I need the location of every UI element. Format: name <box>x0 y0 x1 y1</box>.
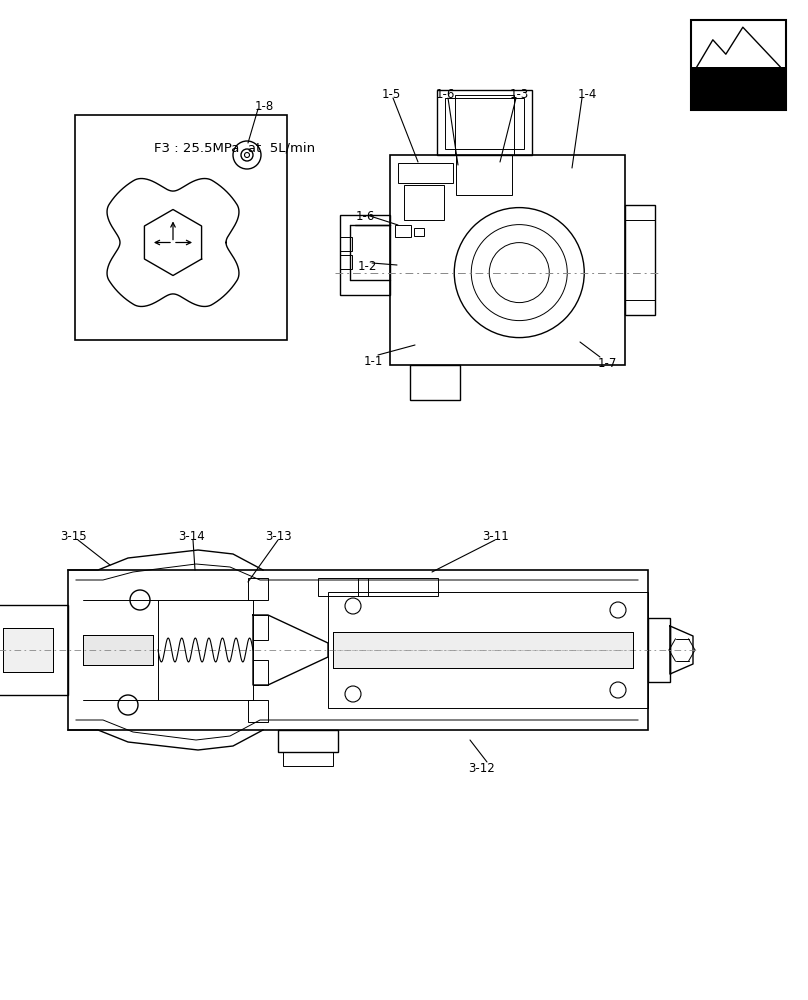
Bar <box>83 635 153 665</box>
Text: 1-4: 1-4 <box>578 88 597 101</box>
Bar <box>248 578 268 600</box>
Bar <box>283 752 333 766</box>
Text: 1-2: 1-2 <box>358 260 377 273</box>
Bar <box>436 90 532 155</box>
Bar <box>410 365 460 400</box>
Bar <box>691 20 786 110</box>
Bar <box>444 98 524 149</box>
Bar <box>3 628 53 672</box>
Bar <box>318 578 368 596</box>
Bar <box>333 632 633 668</box>
Bar <box>404 185 444 220</box>
Bar <box>398 163 453 183</box>
Bar <box>340 215 390 295</box>
Bar <box>83 635 153 665</box>
Bar <box>253 615 268 640</box>
Text: 3-15: 3-15 <box>60 530 86 543</box>
Bar <box>3 628 53 672</box>
Bar <box>328 592 648 708</box>
Bar <box>456 155 512 195</box>
Bar <box>68 570 648 730</box>
Bar <box>333 632 633 668</box>
Bar <box>691 67 786 110</box>
Bar <box>414 228 424 236</box>
Bar <box>340 255 352 269</box>
Text: 3-12: 3-12 <box>468 762 494 775</box>
Bar <box>358 578 438 596</box>
Bar <box>248 700 268 722</box>
Bar <box>625 205 655 315</box>
Bar <box>395 225 411 237</box>
Text: 1-3: 1-3 <box>510 88 529 101</box>
Bar <box>0 605 68 695</box>
Text: 1-1: 1-1 <box>364 355 383 368</box>
Bar <box>648 618 670 682</box>
Bar <box>390 155 625 365</box>
Bar <box>340 237 352 251</box>
Bar <box>75 115 287 340</box>
Bar <box>253 660 268 685</box>
Text: 1-6: 1-6 <box>436 88 456 101</box>
Text: 3-14: 3-14 <box>178 530 204 543</box>
Bar <box>278 730 338 752</box>
Bar <box>454 95 514 155</box>
Text: 1-5: 1-5 <box>382 88 402 101</box>
Text: 3-13: 3-13 <box>265 530 292 543</box>
Text: 1-8: 1-8 <box>255 100 274 113</box>
Text: 3-11: 3-11 <box>482 530 509 543</box>
Text: F3 : 25.5MPa  at  5L/min: F3 : 25.5MPa at 5L/min <box>154 141 314 154</box>
Text: 1-7: 1-7 <box>598 357 617 370</box>
Text: 1-6: 1-6 <box>356 210 376 223</box>
